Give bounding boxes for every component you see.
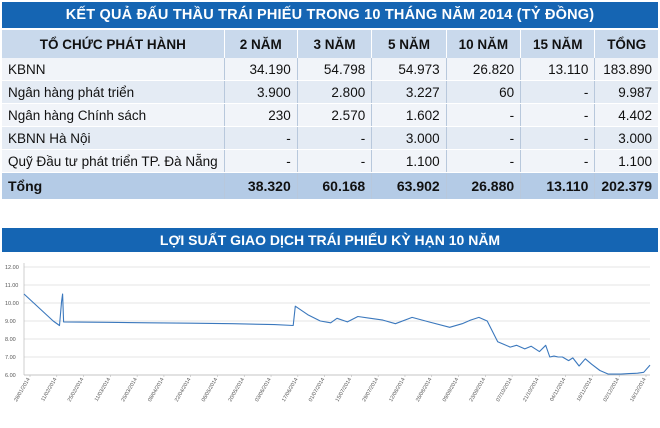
row-issuer: Ngân hàng Chính sách <box>2 103 225 127</box>
cell-2y: - <box>224 149 298 173</box>
x-tick-label: 21/10/2014 <box>522 377 540 403</box>
cell-total: 183.890 <box>594 58 658 81</box>
yield-line-chart: 12.00 11.00 10.00 9.00 8.00 7.00 6.0028/01/201… <box>5 263 651 403</box>
cell-3y: 2.800 <box>297 80 373 104</box>
cell-total: 4.402 <box>594 103 658 127</box>
col-header-15y: 15 NĂM <box>520 30 596 58</box>
cell-total: 1.100 <box>594 149 658 173</box>
cell-2y: - <box>224 126 298 150</box>
x-tick-label: 18/11/2014 <box>576 377 594 403</box>
cell-15y: 13.110 <box>520 58 596 81</box>
cell-5y: 1.100 <box>371 149 447 173</box>
total-10y: 26.880 <box>446 172 522 200</box>
y-tick-label: 8.00 <box>5 337 16 343</box>
row-issuer: Quỹ Đầu tư phát triển TP. Đà Nẵng <box>2 149 225 173</box>
y-tick-label: 6.00 <box>5 373 16 379</box>
col-header-2y: 2 NĂM <box>224 30 298 58</box>
cell-15y: - <box>520 149 596 173</box>
cell-15y: - <box>520 126 596 150</box>
cell-3y: 2.570 <box>297 103 373 127</box>
table-row: KBNN 34.190 54.798 54.973 26.820 13.110 … <box>2 58 658 81</box>
x-tick-label: 26/08/2014 <box>415 377 433 403</box>
col-header-total: TỔNG <box>594 30 658 58</box>
cell-2y: 3.900 <box>224 80 298 104</box>
cell-3y: 54.798 <box>297 58 373 81</box>
x-tick-label: 25/02/2014 <box>67 377 85 403</box>
cell-5y: 3.000 <box>371 126 447 150</box>
chart-title: LỢI SUẤT GIAO DỊCH TRÁI PHIẾU KỲ HẠN 10 … <box>2 228 658 252</box>
cell-2y: 34.190 <box>224 58 298 81</box>
y-tick-label: 7.00 <box>5 355 16 361</box>
cell-3y: - <box>297 149 373 173</box>
x-tick-label: 08/04/2014 <box>147 377 165 403</box>
cell-10y: 26.820 <box>446 58 522 81</box>
col-header-10y: 10 NĂM <box>446 30 522 58</box>
y-tick-label: 9.00 <box>5 319 16 325</box>
cell-10y: 60 <box>446 80 522 104</box>
x-tick-label: 09/09/2014 <box>442 377 460 403</box>
total-2y: 38.320 <box>224 172 298 200</box>
cell-5y: 1.602 <box>371 103 447 127</box>
x-tick-label: 17/06/2014 <box>281 377 299 403</box>
x-tick-label: 16/12/2014 <box>629 377 647 403</box>
x-tick-label: 12/08/2014 <box>388 377 406 403</box>
cell-5y: 3.227 <box>371 80 447 104</box>
yield-chart-area: 12.00 11.00 10.00 9.00 8.00 7.00 6.00 28/01/201… <box>2 254 658 423</box>
x-tick-label: 20/05/2014 <box>228 377 246 403</box>
total-5y: 63.902 <box>371 172 447 200</box>
col-header-5y: 5 NĂM <box>371 30 447 58</box>
x-tick-label: 01/07/2014 <box>308 377 326 403</box>
table-row: Quỹ Đầu tư phát triển TP. Đà Nẵng - - 1.… <box>2 149 658 173</box>
cell-5y: 54.973 <box>371 58 447 81</box>
col-header-3y: 3 NĂM <box>297 30 373 58</box>
y-tick-label: 12.00 <box>5 265 19 271</box>
table-row: Ngân hàng phát triển 3.900 2.800 3.227 6… <box>2 80 658 104</box>
y-tick-label: 10.00 <box>5 301 19 307</box>
x-tick-label: 11/03/2014 <box>94 377 112 403</box>
x-tick-label: 28/01/2014 <box>13 377 31 403</box>
yield-series-line <box>23 293 651 375</box>
table-header-row: TỔ CHỨC PHÁT HÀNH 2 NĂM 3 NĂM 5 NĂM 10 N… <box>2 30 658 58</box>
cell-10y: - <box>446 126 522 150</box>
x-tick-label: 04/11/2014 <box>549 377 567 403</box>
cell-10y: - <box>446 103 522 127</box>
y-tick-label: 11.00 <box>5 283 18 289</box>
x-tick-label: 29/07/2014 <box>361 377 379 403</box>
cell-3y: - <box>297 126 373 150</box>
cell-15y: - <box>520 103 596 127</box>
total-row: Tổng 38.320 60.168 63.902 26.880 13.110 … <box>2 172 658 200</box>
cell-15y: - <box>520 80 596 104</box>
cell-10y: - <box>446 149 522 173</box>
x-tick-label: 22/04/2014 <box>174 377 192 403</box>
cell-2y: 230 <box>224 103 298 127</box>
x-tick-label: 15/07/2014 <box>335 377 353 403</box>
table-row: Ngân hàng Chính sách 230 2.570 1.602 - -… <box>2 103 658 127</box>
x-tick-label: 02/12/2014 <box>602 377 620 403</box>
cell-total: 9.987 <box>594 80 658 104</box>
results-table: TỔ CHỨC PHÁT HÀNH 2 NĂM 3 NĂM 5 NĂM 10 N… <box>2 30 658 200</box>
table-title: KẾT QUẢ ĐẤU THẦU TRÁI PHIẾU TRONG 10 THÁ… <box>2 2 658 28</box>
col-header-issuer: TỔ CHỨC PHÁT HÀNH <box>2 30 225 58</box>
row-issuer: Ngân hàng phát triển <box>2 80 225 104</box>
table-row: KBNN Hà Nội - - 3.000 - - 3.000 <box>2 126 658 150</box>
x-tick-label: 06/05/2014 <box>201 377 219 403</box>
row-issuer: KBNN <box>2 58 225 81</box>
total-total: 202.379 <box>594 172 658 200</box>
total-label: Tổng <box>2 172 225 200</box>
x-tick-label: 03/06/2014 <box>254 377 272 403</box>
x-tick-label: 07/10/2014 <box>495 377 513 403</box>
x-tick-label: 25/03/2014 <box>120 377 138 403</box>
total-3y: 60.168 <box>297 172 373 200</box>
x-tick-label: 11/02/2014 <box>40 377 58 403</box>
x-tick-label: 23/09/2014 <box>469 377 487 403</box>
total-15y: 13.110 <box>520 172 596 200</box>
row-issuer: KBNN Hà Nội <box>2 126 225 150</box>
cell-total: 3.000 <box>594 126 658 150</box>
